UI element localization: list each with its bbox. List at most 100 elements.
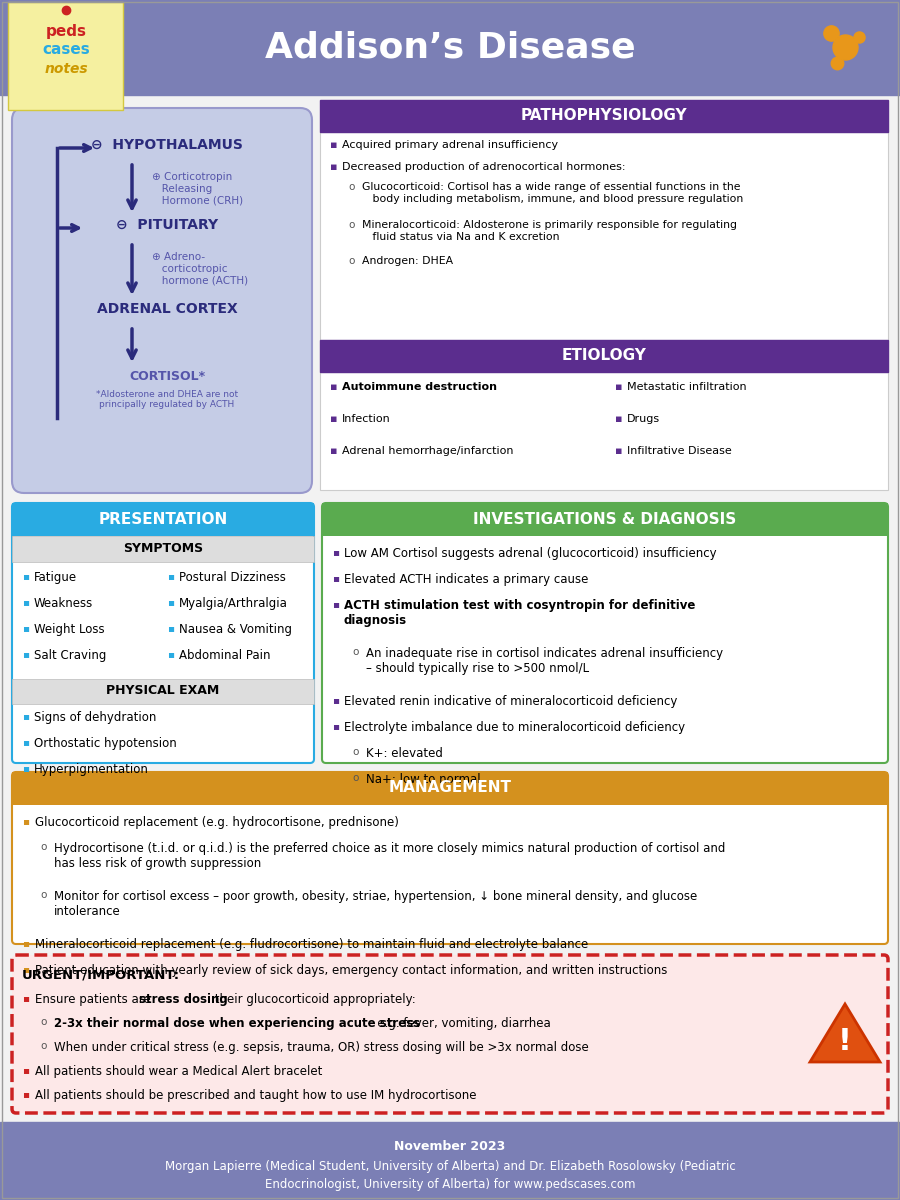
Text: ▪: ▪ [22,1066,29,1075]
Text: o: o [352,647,358,658]
Text: 2-3x their normal dose when experiencing acute stress: 2-3x their normal dose when experiencing… [54,1018,420,1030]
Text: Androgen: DHEA: Androgen: DHEA [362,256,453,266]
Bar [0,1122,900,1200]
Text: cases: cases [42,42,90,56]
Text: Ensure patients are: Ensure patients are [35,994,155,1006]
Text: Addison’s Disease: Addison’s Disease [265,30,635,64]
Text: ▪: ▪ [332,721,339,731]
Text: Elevated renin indicative of mineralocorticoid deficiency: Elevated renin indicative of mineralocor… [344,695,678,708]
Text: *Aldosterone and DHEA are not
principally regulated by ACTH: *Aldosterone and DHEA are not principall… [96,390,238,409]
Text: ▪: ▪ [22,964,29,974]
Text: Abdominal Pain: Abdominal Pain [179,649,271,662]
FancyBboxPatch shape [12,108,312,493]
Text: ▪: ▪ [22,816,29,826]
Text: – e.g. fever, vomiting, diarrhea: – e.g. fever, vomiting, diarrhea [364,1018,551,1030]
Text: Mineralocorticoid: Aldosterone is primarily responsible for regulating
   fluid : Mineralocorticoid: Aldosterone is primar… [362,220,737,241]
FancyBboxPatch shape [322,503,888,763]
Text: URGENT/IMPORTANT:: URGENT/IMPORTANT: [22,970,180,982]
Text: ▪: ▪ [22,938,29,948]
Text: ▪: ▪ [332,547,339,557]
Text: ▪: ▪ [22,763,29,773]
Text: Postural Dizziness: Postural Dizziness [179,571,286,584]
Text: K+: elevated: K+: elevated [366,746,443,760]
Text: o: o [352,746,358,757]
Text: Decreased production of adrenocortical hormones:: Decreased production of adrenocortical h… [342,162,626,172]
Text: ▪: ▪ [615,414,623,424]
Text: ▪: ▪ [332,599,339,608]
Text: Metastatic infiltration: Metastatic infiltration [627,382,747,392]
Text: Mineralocorticoid replacement (e.g. fludrocortisone) to maintain fluid and elect: Mineralocorticoid replacement (e.g. flud… [35,938,589,950]
Text: Morgan Lapierre (Medical Student, University of Alberta) and Dr. Elizabeth Rosol: Morgan Lapierre (Medical Student, Univer… [165,1160,735,1174]
Text: ▪: ▪ [615,382,623,392]
Text: Infection: Infection [342,414,391,424]
Text: their glucocorticoid appropriately:: their glucocorticoid appropriately: [211,994,416,1006]
Text: stress dosing: stress dosing [139,994,228,1006]
Text: ▪: ▪ [167,623,174,634]
Text: ▪: ▪ [330,446,338,456]
Text: ⊖  PITUITARY: ⊖ PITUITARY [116,218,218,232]
Text: !: ! [838,1027,852,1056]
Text: Signs of dehydration: Signs of dehydration [34,710,157,724]
Text: Glucocorticoid: Cortisol has a wide range of essential functions in the
   body : Glucocorticoid: Cortisol has a wide rang… [362,182,743,204]
Text: ⊖  HYPOTHALAMUS: ⊖ HYPOTHALAMUS [91,138,243,152]
Text: ▪: ▪ [330,162,338,172]
Bar [0,0,900,95]
Text: Endocrinologist, University of Alberta) for www.pedscases.com: Endocrinologist, University of Alberta) … [265,1178,635,1190]
Text: ▪: ▪ [330,382,338,392]
Text: Drugs: Drugs [627,414,660,424]
Bar [12,503,314,536]
Text: peds: peds [46,24,86,38]
Bar [320,100,888,132]
Text: Hydrocortisone (t.i.d. or q.i.d.) is the preferred choice as it more closely mim: Hydrocortisone (t.i.d. or q.i.d.) is the… [54,842,725,870]
Text: Monitor for cortisol excess – poor growth, obesity, striae, hypertension, ↓ bone: Monitor for cortisol excess – poor growt… [54,890,698,918]
Text: ETIOLOGY: ETIOLOGY [562,348,646,364]
Bar [320,340,888,372]
Text: Electrolyte imbalance due to mineralocorticoid deficiency: Electrolyte imbalance due to mineralocor… [344,721,685,734]
Text: Weight Loss: Weight Loss [34,623,104,636]
Bar [320,132,888,340]
Polygon shape [810,1004,880,1062]
Text: All patients should be prescribed and taught how to use IM hydrocortisone: All patients should be prescribed and ta… [35,1090,476,1102]
Text: All patients should wear a Medical Alert bracelet: All patients should wear a Medical Alert… [35,1066,322,1078]
Text: PATHOPHYSIOLOGY: PATHOPHYSIOLOGY [521,108,688,124]
Text: Low AM Cortisol suggests adrenal (glucocorticoid) insufficiency: Low AM Cortisol suggests adrenal (glucoc… [344,547,716,560]
Text: ▪: ▪ [332,572,339,583]
Text: ▪: ▪ [22,1090,29,1099]
Text: Autoimmune destruction: Autoimmune destruction [342,382,497,392]
FancyBboxPatch shape [12,772,888,944]
Text: ▪: ▪ [330,140,338,150]
Text: November 2023: November 2023 [394,1140,506,1153]
Text: Patient education with yearly review of sick days, emergency contact information: Patient education with yearly review of … [35,964,668,977]
Bar [322,503,888,536]
Bar [8,2,123,110]
Text: o: o [40,1040,47,1051]
Bar [12,536,314,562]
Text: Infiltrative Disease: Infiltrative Disease [627,446,732,456]
Text: ⊕ Adreno-
   corticotropic
   hormone (ACTH): ⊕ Adreno- corticotropic hormone (ACTH) [152,252,248,286]
Bar [12,772,888,805]
Bar [320,372,888,490]
Text: PHYSICAL EXAM: PHYSICAL EXAM [106,684,220,697]
Text: SYMPTOMS: SYMPTOMS [123,542,203,556]
Text: o: o [348,182,355,192]
Text: INVESTIGATIONS & DIAGNOSIS: INVESTIGATIONS & DIAGNOSIS [473,511,736,527]
Text: ▪: ▪ [22,649,29,659]
Text: ▪: ▪ [332,695,339,704]
FancyBboxPatch shape [12,503,314,763]
Text: ▪: ▪ [22,623,29,634]
Text: ▪: ▪ [22,596,29,607]
Text: Adrenal hemorrhage/infarction: Adrenal hemorrhage/infarction [342,446,514,456]
Text: ▪: ▪ [615,446,623,456]
Text: ▪: ▪ [22,571,29,581]
Text: An inadequate rise in cortisol indicates adrenal insufficiency
– should typicall: An inadequate rise in cortisol indicates… [366,647,723,674]
Text: ▪: ▪ [22,710,29,721]
Text: Glucocorticoid replacement (e.g. hydrocortisone, prednisone): Glucocorticoid replacement (e.g. hydroco… [35,816,399,829]
Text: notes: notes [44,62,88,76]
Text: ⊕ Corticotropin
   Releasing
   Hormone (CRH): ⊕ Corticotropin Releasing Hormone (CRH) [152,172,243,205]
Text: Elevated ACTH indicates a primary cause: Elevated ACTH indicates a primary cause [344,572,589,586]
Text: ▪: ▪ [22,737,29,746]
Text: ▪: ▪ [167,571,174,581]
Text: ACTH stimulation test with cosyntropin for definitive
diagnosis: ACTH stimulation test with cosyntropin f… [344,599,696,626]
Text: Myalgia/Arthralgia: Myalgia/Arthralgia [179,596,288,610]
Text: ▪: ▪ [167,649,174,659]
